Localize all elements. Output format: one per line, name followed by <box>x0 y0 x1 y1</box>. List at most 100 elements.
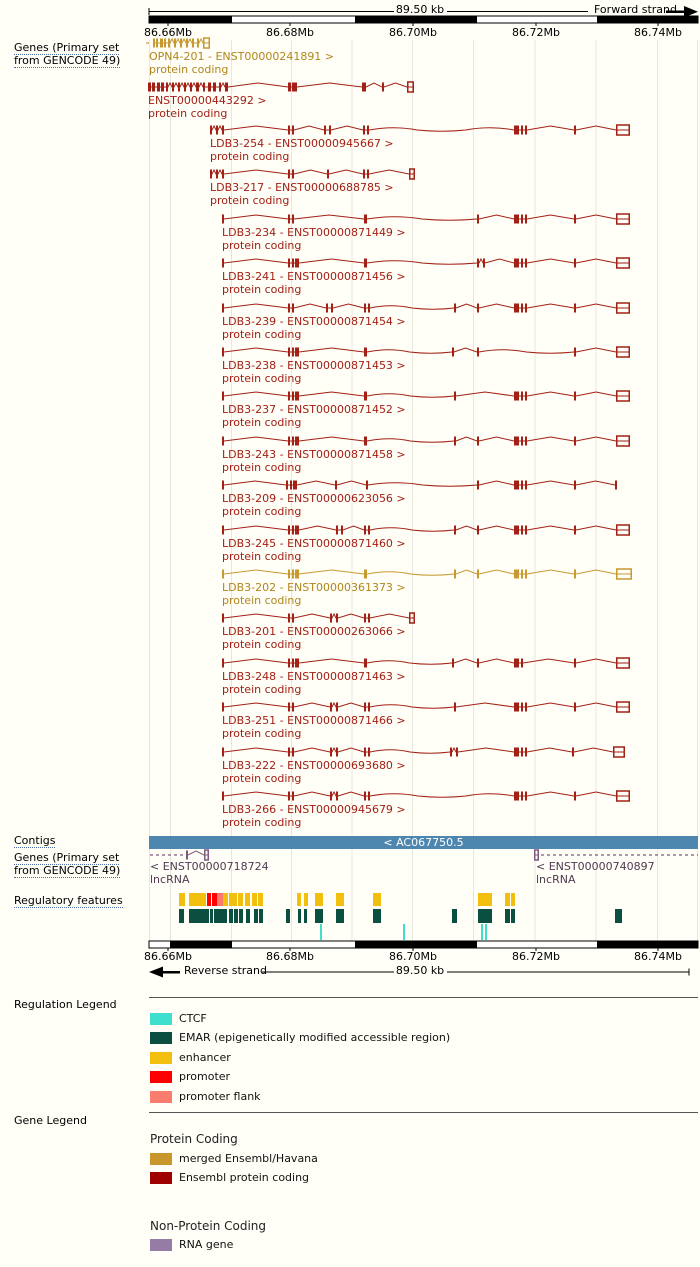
emar-feature[interactable] <box>193 909 206 923</box>
transcript-exon[interactable] <box>477 569 479 579</box>
transcript-exon[interactable] <box>292 82 297 92</box>
ctcf-feature[interactable] <box>403 924 405 940</box>
transcript-exon[interactable] <box>213 82 216 92</box>
transcript-exon[interactable] <box>525 436 527 446</box>
transcript-exon[interactable] <box>288 258 290 268</box>
transcript-exon[interactable] <box>521 391 523 401</box>
transcript-exon[interactable] <box>288 125 290 135</box>
transcript-utr-exon[interactable] <box>616 524 630 536</box>
emar-feature[interactable] <box>254 909 258 923</box>
transcript-exon[interactable] <box>454 436 456 446</box>
transcript-exon[interactable] <box>197 38 199 48</box>
transcript-exon[interactable] <box>366 480 368 490</box>
transcript-exon[interactable] <box>295 391 299 401</box>
transcript-exon[interactable] <box>521 702 523 712</box>
transcript-utr-exon[interactable] <box>616 435 630 447</box>
enhancer-feature[interactable] <box>189 893 193 906</box>
emar-feature[interactable] <box>214 909 227 923</box>
transcript-name[interactable]: LDB3-266 - ENST00000945679 > <box>222 803 406 816</box>
transcript-name[interactable]: LDB3-217 - ENST00000688785 > <box>210 181 394 194</box>
transcript-exon[interactable] <box>477 303 479 313</box>
transcript-exon[interactable] <box>222 125 224 135</box>
transcript-exon[interactable] <box>454 702 456 712</box>
lncrna-label[interactable]: < ENST00000740897 lncRNA <box>536 860 655 886</box>
transcript-exon[interactable] <box>368 613 370 623</box>
transcript-exon[interactable] <box>295 569 299 579</box>
transcript-exon[interactable] <box>216 169 218 179</box>
transcript-exon[interactable] <box>222 258 224 268</box>
transcript-name[interactable]: LDB3-234 - ENST00000871449 > <box>222 226 406 239</box>
transcript-exon[interactable] <box>477 658 479 668</box>
transcript-exon[interactable] <box>210 125 212 135</box>
transcript-exon[interactable] <box>514 525 519 535</box>
transcript-exon[interactable] <box>514 303 519 313</box>
transcript-exon[interactable] <box>157 82 160 92</box>
enhancer-feature[interactable] <box>304 893 308 906</box>
transcript-exon[interactable] <box>514 391 519 401</box>
enhancer-feature[interactable] <box>179 893 185 906</box>
transcript-exon[interactable] <box>521 303 523 313</box>
transcript-exon[interactable] <box>364 258 367 268</box>
regulatory-features-track-label[interactable]: Regulatory features <box>14 894 123 908</box>
transcript-utr-exon[interactable] <box>613 746 625 758</box>
transcript-exon[interactable] <box>521 569 523 579</box>
transcript-exon[interactable] <box>454 525 456 535</box>
transcript-exon[interactable] <box>329 125 331 135</box>
enhancer-feature[interactable] <box>193 893 206 906</box>
transcript-exon[interactable] <box>161 82 164 92</box>
transcript-exon[interactable] <box>574 347 576 357</box>
promoter-flank-feature[interactable] <box>217 893 223 906</box>
emar-feature[interactable] <box>505 909 510 923</box>
transcript-label[interactable]: LDB3-238 - ENST00000871453 > protein codi… <box>222 359 406 385</box>
transcript-exon[interactable] <box>295 525 299 535</box>
transcript-exon[interactable] <box>222 347 224 357</box>
transcript-exon[interactable] <box>288 436 290 446</box>
emar-feature[interactable] <box>206 909 209 923</box>
transcript-exon[interactable] <box>477 347 479 357</box>
transcript-name[interactable]: LDB3-237 - ENST00000871452 > <box>222 403 406 416</box>
transcript-exon[interactable] <box>331 303 333 313</box>
enhancer-feature[interactable] <box>258 893 263 906</box>
emar-feature[interactable] <box>229 909 233 923</box>
transcript-exon[interactable] <box>525 525 527 535</box>
transcript-exon[interactable] <box>574 214 576 224</box>
transcript-exon[interactable] <box>525 791 527 801</box>
transcript-exon[interactable] <box>292 391 294 401</box>
transcript-exon[interactable] <box>364 569 367 579</box>
transcript-exon[interactable] <box>521 125 523 135</box>
transcript-exon[interactable] <box>222 391 224 401</box>
transcript-exon[interactable] <box>222 747 224 757</box>
transcript-exon[interactable] <box>153 38 155 48</box>
transcript-exon[interactable] <box>368 303 370 313</box>
transcript-name[interactable]: ENST00000443292 > <box>148 94 267 107</box>
transcript-label[interactable]: LDB3-245 - ENST00000871460 > protein codi… <box>222 537 406 563</box>
transcript-exon[interactable] <box>295 436 299 446</box>
transcript-exon[interactable] <box>362 82 366 92</box>
transcript-exon[interactable] <box>288 525 290 535</box>
transcript-label[interactable]: LDB3-266 - ENST00000945679 > protein codi… <box>222 803 406 829</box>
transcript-exon[interactable] <box>368 702 370 712</box>
transcript-exon[interactable] <box>222 525 224 535</box>
transcript-exon[interactable] <box>166 82 168 92</box>
transcript-exon[interactable] <box>156 38 158 48</box>
lncrna-label[interactable]: < ENST00000718724 lncRNA <box>150 860 269 886</box>
transcript-exon[interactable] <box>521 480 523 490</box>
transcript-exon[interactable] <box>288 791 290 801</box>
enhancer-feature[interactable] <box>229 893 237 906</box>
genes-track-label[interactable]: Genes (Primary set from GENCODE 49) <box>14 41 121 68</box>
transcript-utr-exon[interactable] <box>616 346 630 358</box>
transcript-exon[interactable] <box>225 82 228 92</box>
transcript-exon[interactable] <box>148 82 151 92</box>
transcript-exon[interactable] <box>292 436 294 446</box>
transcript-exon[interactable] <box>450 747 452 757</box>
transcript-exon[interactable] <box>368 747 370 757</box>
transcript-exon[interactable] <box>222 303 224 313</box>
transcript-exon[interactable] <box>292 525 294 535</box>
transcript-label[interactable]: LDB3-241 - ENST00000871456 > protein codi… <box>222 270 406 296</box>
transcript-exon[interactable] <box>574 658 576 668</box>
transcript-exon[interactable] <box>330 791 332 801</box>
transcript-exon[interactable] <box>477 436 479 446</box>
transcript-exon[interactable] <box>363 169 365 179</box>
transcript-exon[interactable] <box>292 747 294 757</box>
transcript-exon[interactable] <box>190 82 192 92</box>
